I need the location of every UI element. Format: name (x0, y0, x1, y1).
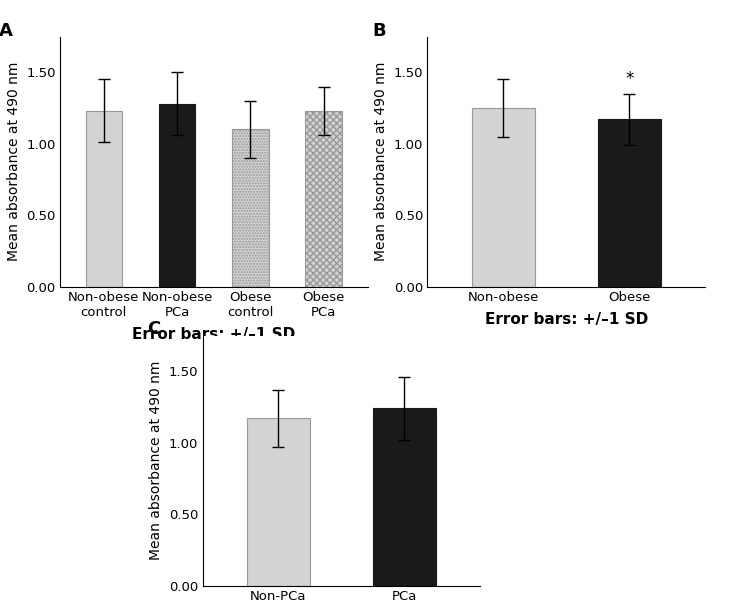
Bar (232, 129, 268, 287)
X-axis label: Error bars: +/–1 SD: Error bars: +/–1 SD (484, 312, 648, 327)
Bar (472, 108, 535, 287)
X-axis label: Error bars: +/–1 SD: Error bars: +/–1 SD (132, 327, 296, 342)
Bar (159, 104, 196, 287)
Bar (598, 120, 661, 287)
Bar (247, 418, 310, 586)
Bar (86, 111, 122, 287)
Bar (373, 408, 436, 586)
Bar (305, 111, 342, 287)
Text: C: C (147, 320, 160, 339)
Y-axis label: Mean absorbance at 490 nm: Mean absorbance at 490 nm (7, 62, 21, 261)
Y-axis label: Mean absorbance at 490 nm: Mean absorbance at 490 nm (149, 361, 164, 560)
Text: B: B (372, 21, 386, 40)
Y-axis label: Mean absorbance at 490 nm: Mean absorbance at 490 nm (374, 62, 388, 261)
Text: *: * (626, 70, 634, 88)
Text: A: A (0, 21, 12, 40)
